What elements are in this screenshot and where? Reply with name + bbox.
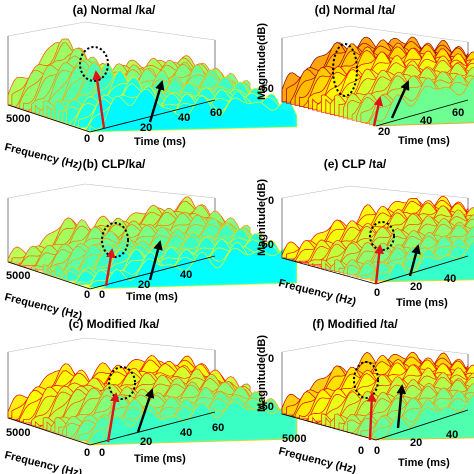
black-arrow [390, 80, 410, 119]
panel-title-f: (f) Modified /ta/ [312, 317, 398, 331]
freq-tick: 5000 [6, 427, 30, 439]
magnitude-tick: -50 [258, 239, 274, 251]
time-tick: 0 [374, 445, 380, 457]
time-tick: 0 [99, 447, 105, 459]
panel-d: (d) Normal /ta/ Magnitude(dB) -50 20 40 … [256, 3, 474, 147]
time-tick: 20 [378, 126, 390, 138]
magnitude-tick: -50 [258, 401, 274, 413]
surface-slice [89, 401, 298, 446]
black-arrow [408, 244, 421, 277]
surface-slice [89, 247, 298, 290]
freq-tick: 0 [84, 447, 90, 459]
panel-b: (b) CLP/ka/ 5000 0 0 20 40 Frequency (Hz… [3, 157, 298, 322]
y-axis-label: Time (ms) [126, 291, 178, 303]
y-axis-label: Time (ms) [398, 135, 450, 147]
panel-a: (a) Normal /ka/ 5000 0 0 20 40 60 Freque… [3, 3, 298, 172]
time-tick: 40 [178, 112, 190, 124]
z-axis-label: Magnitude(dB) [256, 179, 268, 256]
panel-c: (c) Modified /ka/ 5000 0 0 20 40 60 Freq… [3, 317, 298, 474]
magnitude-tick: -50 [258, 83, 274, 95]
panel-title-d: (d) Normal /ta/ [315, 3, 396, 17]
surface-f [281, 351, 474, 441]
panel-title-e: (e) CLP /ta/ [324, 157, 387, 171]
time-tick: 20 [140, 436, 152, 448]
y-axis-label: Time (ms) [396, 297, 448, 309]
black-arrow [136, 388, 155, 433]
time-tick: 20 [138, 279, 150, 291]
surface-c [7, 355, 298, 446]
dotted-circle [79, 46, 109, 82]
red-arrow [366, 392, 377, 441]
time-tick: 60 [452, 107, 464, 119]
magnitude-tick: 0 [268, 195, 274, 207]
x-axis-label: Frequency (Hz) [277, 445, 357, 474]
time-tick: 0 [374, 287, 380, 299]
time-tick: 0 [98, 133, 104, 145]
freq-tick: 0 [358, 445, 364, 457]
black-arrow [148, 80, 165, 123]
time-tick: 40 [446, 429, 458, 441]
time-tick: 20 [410, 437, 422, 449]
dotted-circle [353, 361, 379, 399]
panel-title-b: (b) CLP/ka/ [83, 157, 146, 171]
time-tick: 40 [444, 273, 456, 285]
red-arrow [374, 244, 384, 285]
panel-e: (e) CLP /ta/ Magnitude(dB) 0 -50 0 20 40… [256, 157, 474, 309]
time-tick: 0 [99, 289, 105, 301]
red-arrow [372, 96, 384, 127]
time-tick: 60 [212, 422, 224, 434]
black-arrow [148, 240, 163, 281]
time-tick: 40 [180, 269, 192, 281]
red-arrow [104, 248, 116, 287]
surface-d [281, 36, 474, 127]
x-axis-label: Frequency (Hz) [277, 277, 357, 308]
z-axis-label: Magnitude(dB) [256, 23, 268, 100]
freq-tick: 0 [84, 289, 90, 301]
surface-slice [89, 88, 298, 133]
freq-tick: 5000 [6, 270, 30, 282]
z-axis-label: Magnitude(dB) [256, 335, 268, 412]
freq-tick: 5000 [282, 433, 306, 445]
x-axis-label: Frequency (Hz) [3, 141, 83, 172]
dotted-circle [369, 221, 395, 251]
time-tick: 20 [410, 281, 422, 293]
panel-f: (f) Modified /ta/ Magnitude(dB) 0 -50 50… [256, 317, 474, 474]
surface-slice [373, 241, 474, 283]
y-axis-label: Time (ms) [134, 453, 186, 465]
dotted-circle [332, 43, 358, 97]
y-axis-label: Time (ms) [134, 136, 186, 148]
magnitude-tick: 0 [268, 353, 274, 365]
y-axis-label: Time (ms) [398, 457, 450, 469]
time-tick: 40 [180, 427, 192, 439]
freq-tick: 0 [84, 133, 90, 145]
panel-title-c: (c) Modified /ka/ [69, 317, 160, 331]
time-tick: 40 [420, 115, 432, 127]
time-tick: 60 [210, 107, 222, 119]
surface-slice [373, 77, 474, 127]
red-arrow [106, 392, 120, 443]
freq-tick: 5000 [6, 113, 30, 125]
black-arrow [396, 384, 407, 429]
time-tick: 20 [140, 122, 152, 134]
surface-a [7, 38, 298, 133]
surface-slice [373, 394, 474, 441]
panel-title-a: (a) Normal /ka/ [73, 3, 156, 17]
x-axis-label: Frequency (Hz) [3, 449, 83, 474]
dotted-circle [108, 366, 136, 400]
surface-b [7, 196, 298, 290]
red-arrow [92, 70, 106, 129]
